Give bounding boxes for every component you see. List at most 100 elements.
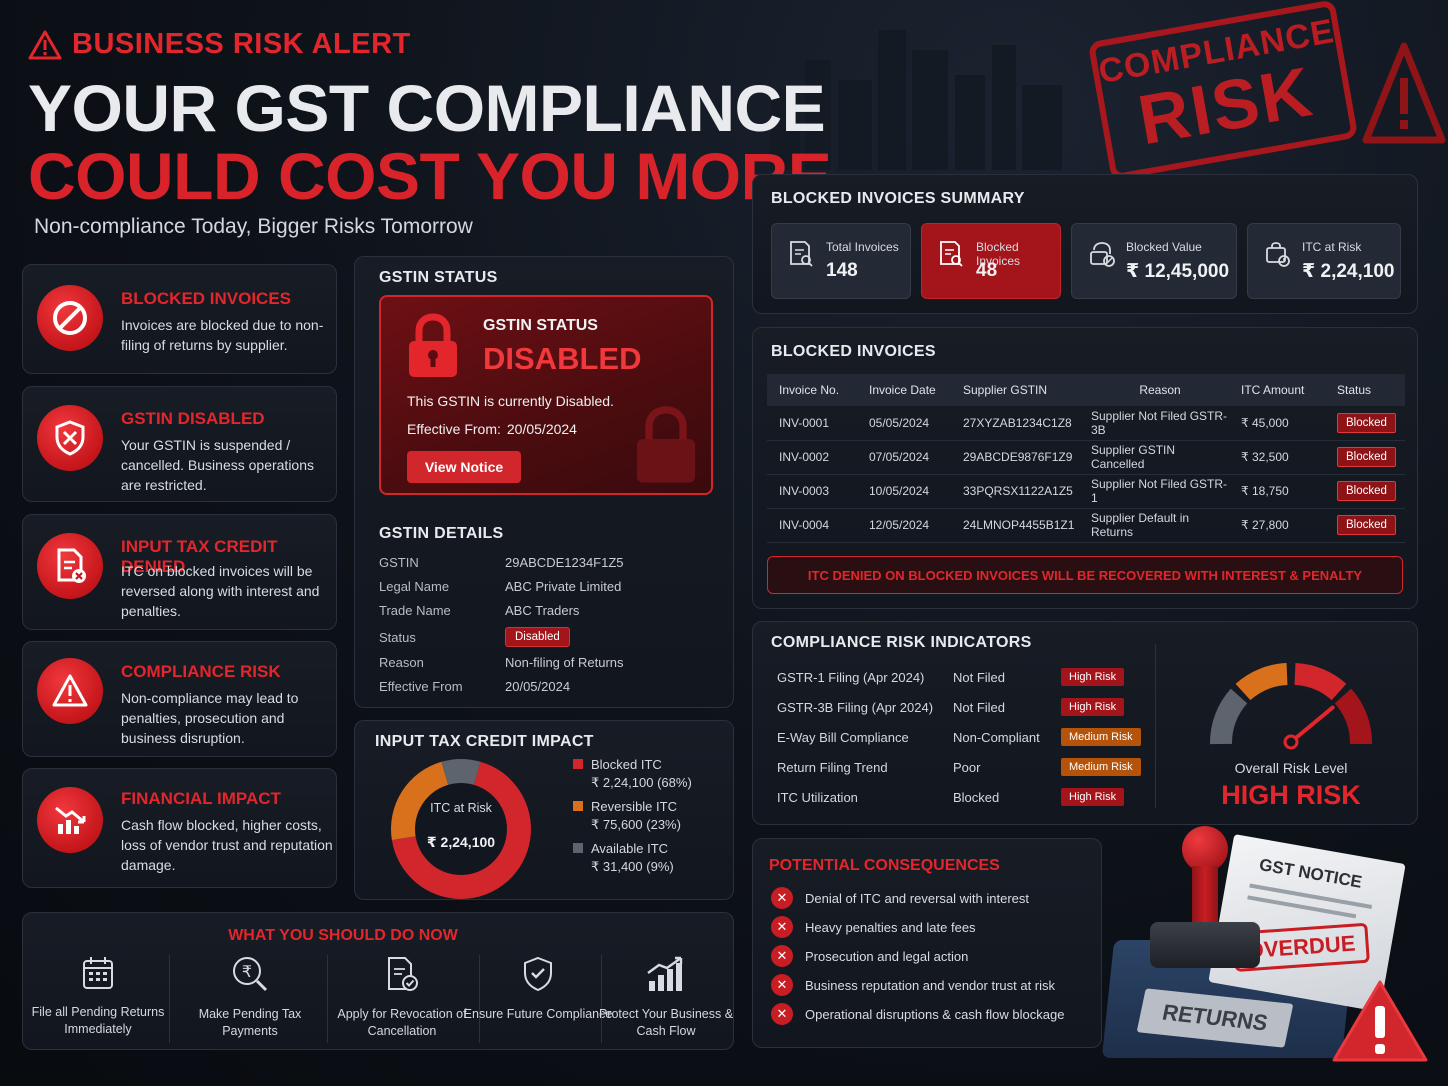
calendar-icon [83,957,113,989]
summary-label: Blocked Value [1126,240,1202,254]
headline-subtitle: Non-compliance Today, Bigger Risks Tomor… [34,215,473,238]
indicator-status: Not Filed [953,699,1006,715]
risk-badge: Medium Risk [1061,758,1141,776]
summary-card-itc-at-risk: ITC at Risk ₹ 2,24,100 [1247,223,1401,299]
status-box-value: DISABLED [483,341,642,376]
consequence-item: ✕ Heavy penalties and late fees [771,916,976,938]
cell: Supplier GSTIN Cancelled [1079,440,1229,475]
table-row[interactable]: INV-0003 10/05/2024 33PQRSX1122A1Z5 Supp… [767,474,1405,509]
summary-value: ₹ 12,45,000 [1126,261,1230,282]
status-note: This GSTIN is currently Disabled. [407,393,614,409]
stamp-base [1150,922,1260,968]
detail-key: GSTIN [379,555,419,570]
action-ensure-compliance[interactable]: Ensure Future Compliance [463,955,613,1023]
detail-key: Reason [379,655,424,670]
cell: 29ABCDE9876F1Z9 [951,440,1079,475]
indicator-name: GSTR-3B Filing (Apr 2024) [777,699,934,715]
cell: 27XYZAB1234C1Z8 [951,406,1079,441]
detail-key: Legal Name [379,579,450,594]
cell: ₹ 45,000 [1229,406,1325,441]
stamp-handle [1192,866,1218,926]
risk-card-financial-impact: FINANCIAL IMPACT Cash flow blocked, high… [22,768,337,888]
compliance-risk-stamp: COMPLIANCE RISK [1087,0,1359,181]
risk-badge: High Risk [1061,698,1125,716]
action-apply-revocation[interactable]: Apply for Revocation of Cancellation [327,955,477,1040]
view-notice-button[interactable]: View Notice [407,451,521,483]
status-badge: Blocked [1337,481,1396,501]
detail-key: Effective From [379,679,463,694]
lock-watermark-icon [636,406,696,483]
consequence-item: ✕ Prosecution and legal action [771,945,968,967]
itc-recovery-warning: ITC DENIED ON BLOCKED INVOICES WILL BE R… [767,556,1403,594]
x-circle-icon: ✕ [771,945,793,967]
what-to-do-panel: WHAT YOU SHOULD DO NOW File all Pending … [22,912,734,1050]
consequence-text: Prosecution and legal action [805,948,969,964]
action-label: Protect Your Business & Cash Flow [598,1007,734,1038]
city-skyline-decoration [770,30,1062,170]
legend-value: ₹ 2,24,100 (68%) [591,775,692,790]
table-row[interactable]: INV-0002 07/05/2024 29ABCDE9876F1Z9 Supp… [767,440,1405,475]
indicator-status: Poor [953,759,981,775]
summary-value: 148 [826,260,858,281]
table-header-row: Invoice No. Invoice Date Supplier GSTIN … [767,374,1405,406]
risk-badge: High Risk [1061,668,1125,686]
document-check-icon [388,957,418,991]
indicator-row: Return Filing Trend Poor Medium Risk [777,756,1141,778]
legend-blocked-itc: Blocked ITC ₹ 2,24,100 (68%) [573,757,692,791]
x-circle-icon: ✕ [771,887,793,909]
document-x-icon [37,533,103,599]
summary-label: Blocked Invoices [976,240,1021,268]
action-file-returns[interactable]: File all Pending Returns Immediately [23,955,173,1038]
table-row[interactable]: INV-0004 12/05/2024 24LMNOP4455B1Z1 Supp… [767,508,1405,543]
blocked-invoices-panel: BLOCKED INVOICES Invoice No. Invoice Dat… [752,327,1418,609]
legend-swatch [573,801,583,811]
cell: INV-0002 [767,440,857,475]
cell: ₹ 18,750 [1229,474,1325,509]
growth-chart-icon [647,956,683,991]
cell: INV-0004 [767,508,857,543]
effective-from: Effective From: 20/05/2024 [407,421,577,437]
risk-card-itc-denied: INPUT TAX CREDIT DENIED ITC on blocked i… [22,514,337,630]
cell: 07/05/2024 [857,440,951,475]
detail-row-reason: Reason Non-filing of Returns [379,655,624,670]
panel-title: POTENTIAL CONSEQUENCES [769,857,1000,874]
alert-label: BUSINESS RISK ALERT [72,28,411,60]
money-block-icon [1090,242,1115,267]
consequence-text: Denial of ITC and reversal with interest [805,890,1029,906]
cell: 10/05/2024 [857,474,951,509]
x-circle-icon: ✕ [771,974,793,996]
action-protect-business[interactable]: Protect Your Business & Cash Flow [591,955,741,1040]
status-badge: Blocked [1337,515,1396,535]
panel-title: INPUT TAX CREDIT IMPACT [375,733,594,750]
status-badge: Disabled [505,627,570,647]
column-header: ITC Amount [1229,374,1325,406]
cell: ₹ 27,800 [1229,508,1325,543]
status-box-label: GSTIN STATUS [483,317,598,334]
cell: ₹ 32,500 [1229,440,1325,475]
column-header: Status [1325,374,1405,406]
shield-x-icon [37,405,103,471]
itc-impact-panel: INPUT TAX CREDIT IMPACT ITC at Risk ₹ 2,… [354,720,734,900]
risk-text: ITC on blocked invoices will be reversed… [121,563,320,619]
cell: 33PQRSX1122A1Z5 [951,474,1079,509]
action-make-payments[interactable]: ₹ Make Pending Tax Payments [175,955,325,1040]
divider [601,955,602,1043]
cell: INV-0003 [767,474,857,509]
status-badge: Blocked [1337,412,1396,433]
table-row[interactable]: INV-0001 05/05/2024 27XYZAB1234C1Z8 Supp… [767,406,1405,441]
panel-title: BLOCKED INVOICES SUMMARY [771,190,1025,207]
chart-down-icon [37,787,103,853]
shield-check-icon [524,956,552,992]
cell: 05/05/2024 [857,406,951,441]
cell: Blocked [1325,508,1405,543]
risk-card-blocked-invoices: BLOCKED INVOICES Invoices are blocked du… [22,264,337,374]
donut-center-label: ITC at Risk [430,801,492,815]
summary-card-total-invoices: Total Invoices 148 [771,223,911,299]
action-label: Make Pending Tax Payments [198,1007,302,1038]
headline-line-2: COULD COST YOU MORE [28,139,832,213]
blocked-invoices-table: Invoice No. Invoice Date Supplier GSTIN … [767,374,1405,543]
detail-row-gstin: GSTIN 29ABCDE1234F1Z5 [379,555,624,570]
legend-swatch [573,843,583,853]
consequence-text: Business reputation and vendor trust at … [805,977,1056,993]
consequence-text: Heavy penalties and late fees [805,919,976,935]
